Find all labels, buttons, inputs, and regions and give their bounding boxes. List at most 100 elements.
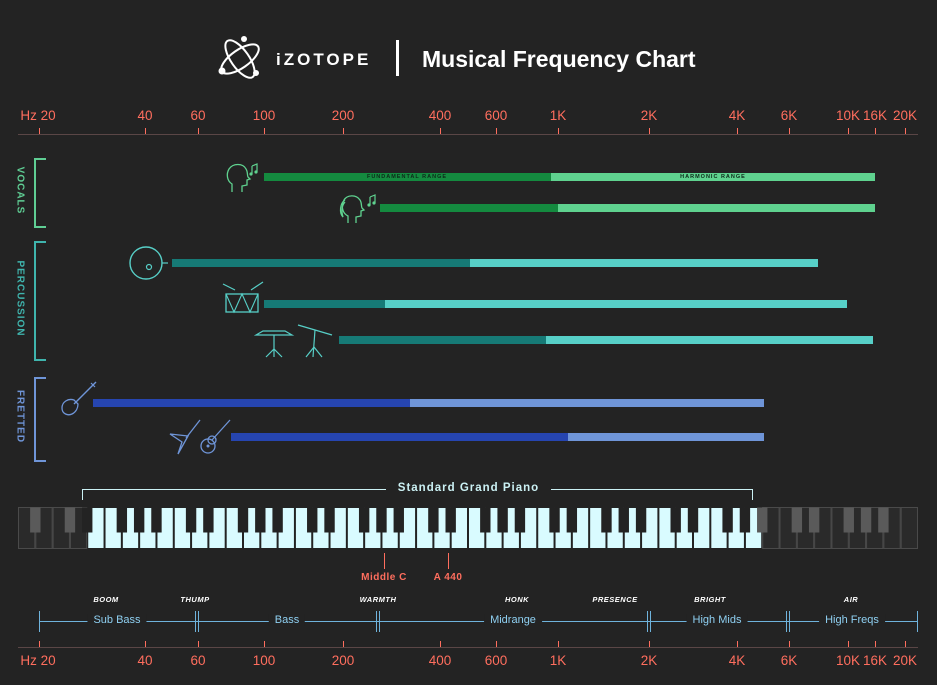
axis-tick-label: 40	[137, 108, 153, 123]
piano-black-key	[687, 507, 699, 533]
band-name-sub-bass: Sub Bass	[87, 614, 147, 626]
axis-rule	[18, 647, 918, 648]
band-nickname-warmth: WARMTH	[359, 595, 397, 604]
axis-tick-label: 20K	[892, 653, 918, 668]
piano-black-key	[791, 507, 803, 533]
band-divider	[917, 611, 918, 632]
piano-black-key	[393, 507, 404, 533]
band-nickname-honk: HONK	[504, 595, 530, 604]
axis-tick-label: 4K	[728, 653, 746, 668]
axis-tick-mark	[496, 128, 497, 134]
female-vocal-fundamental-bar	[380, 204, 558, 212]
piano-black-key	[376, 507, 387, 533]
piano-black-key	[860, 507, 872, 533]
brand-name: iZOTOPE	[276, 50, 372, 69]
axis-tick-label: 200	[331, 108, 355, 123]
piano-range-label: Standard Grand Piano	[0, 482, 937, 494]
middle-c-label: Middle C	[361, 572, 407, 583]
header: iZOTOPE Musical Frequency Chart	[0, 28, 937, 90]
axis-tick-mark	[649, 128, 650, 134]
axis-tick-mark	[875, 641, 876, 647]
axis-tick-mark	[737, 641, 738, 647]
axis-tick-mark	[848, 128, 849, 134]
axis-rule	[18, 134, 918, 135]
male-vocal-fundamental-bar: FUNDAMENTAL RANGE	[264, 173, 551, 181]
piano-black-key	[255, 507, 266, 533]
axis-tick-mark	[343, 128, 344, 134]
category-label-fretted: FRETTED	[14, 389, 26, 444]
band-divider	[786, 611, 787, 632]
band-divider	[379, 611, 380, 632]
piano-black-key	[618, 507, 629, 533]
axis-tick-label: Hz 20	[20, 653, 56, 668]
percussion-bracket	[34, 241, 46, 361]
axis-tick-label: 16K	[862, 653, 888, 668]
piano-black-key	[64, 507, 76, 533]
piano-black-key	[843, 507, 854, 533]
axis-tick-mark	[440, 641, 441, 647]
piano-keyboard	[18, 507, 918, 549]
axis-tick-label: 200	[331, 653, 355, 668]
cymbals-fundamental-bar	[339, 336, 546, 344]
axis-tick-mark	[198, 641, 199, 647]
piano-black-key	[722, 507, 733, 533]
piano-white-key	[900, 507, 918, 549]
band-divider	[198, 611, 199, 632]
band-name-high-freqs: High Freqs	[819, 614, 885, 626]
izotope-logo-icon	[218, 36, 260, 79]
page-title: Musical Frequency Chart	[422, 46, 696, 72]
axis-tick-label: 100	[252, 653, 276, 668]
band-name-bass: Bass	[268, 614, 306, 626]
axis-tick-mark	[496, 641, 497, 647]
axis-tick-mark	[264, 641, 265, 647]
axis-tick-label: 10K	[835, 108, 861, 123]
axis-tick-label: 1K	[549, 108, 567, 123]
piano-black-key	[808, 507, 820, 533]
axis-tick-label: 2K	[640, 653, 658, 668]
piano-black-key	[670, 507, 681, 533]
axis-tick-mark	[848, 641, 849, 647]
axis-tick-label: 16K	[862, 108, 888, 123]
guitar-harmonic-bar	[568, 433, 764, 441]
axis-tick-mark	[737, 128, 738, 134]
piano-black-key	[497, 507, 508, 533]
axis-tick-label: 20K	[892, 108, 918, 123]
a440-label: A 440	[433, 572, 463, 583]
axis-tick-label: 6K	[780, 108, 798, 123]
guitar-fundamental-bar	[231, 433, 568, 441]
vocals-bracket	[34, 158, 46, 228]
axis-tick-mark	[558, 128, 559, 134]
piano-black-key	[82, 507, 93, 533]
piano-black-key	[203, 507, 214, 533]
piano-black-key	[237, 507, 249, 533]
piano-black-key	[307, 507, 318, 533]
category-label-vocals: VOCALS	[14, 166, 26, 215]
male-voice-icon	[226, 163, 258, 192]
axis-tick-label: 1K	[549, 653, 567, 668]
band-divider	[39, 611, 40, 632]
fretted-bracket	[34, 377, 46, 462]
axis-tick-mark	[39, 641, 40, 647]
harmonic-range-label: HARMONIC RANGE	[680, 174, 746, 180]
band-line	[39, 621, 918, 622]
piano-black-key	[480, 507, 491, 533]
piano-black-key	[324, 507, 335, 533]
female-voice-icon	[339, 194, 376, 223]
middle-c-marker	[384, 553, 385, 569]
axis-tick-label: 100	[252, 108, 276, 123]
male-vocal-harmonic-bar: HARMONIC RANGE	[551, 173, 875, 181]
a440-marker	[448, 553, 449, 569]
piano-black-key	[566, 507, 578, 533]
band-divider	[376, 611, 377, 632]
cymbals-icon	[254, 324, 333, 358]
axis-tick-mark	[39, 128, 40, 134]
category-label-percussion: PERCUSSION	[14, 260, 26, 337]
band-nickname-presence: PRESENCE	[592, 595, 638, 604]
axis-tick-mark	[789, 641, 790, 647]
piano-black-key	[151, 507, 162, 533]
snare-drum-harmonic-bar	[385, 300, 847, 308]
band-divider	[789, 611, 790, 632]
kick-drum-fundamental-bar	[172, 259, 470, 267]
axis-tick-mark	[875, 128, 876, 134]
piano-black-key	[757, 507, 768, 533]
